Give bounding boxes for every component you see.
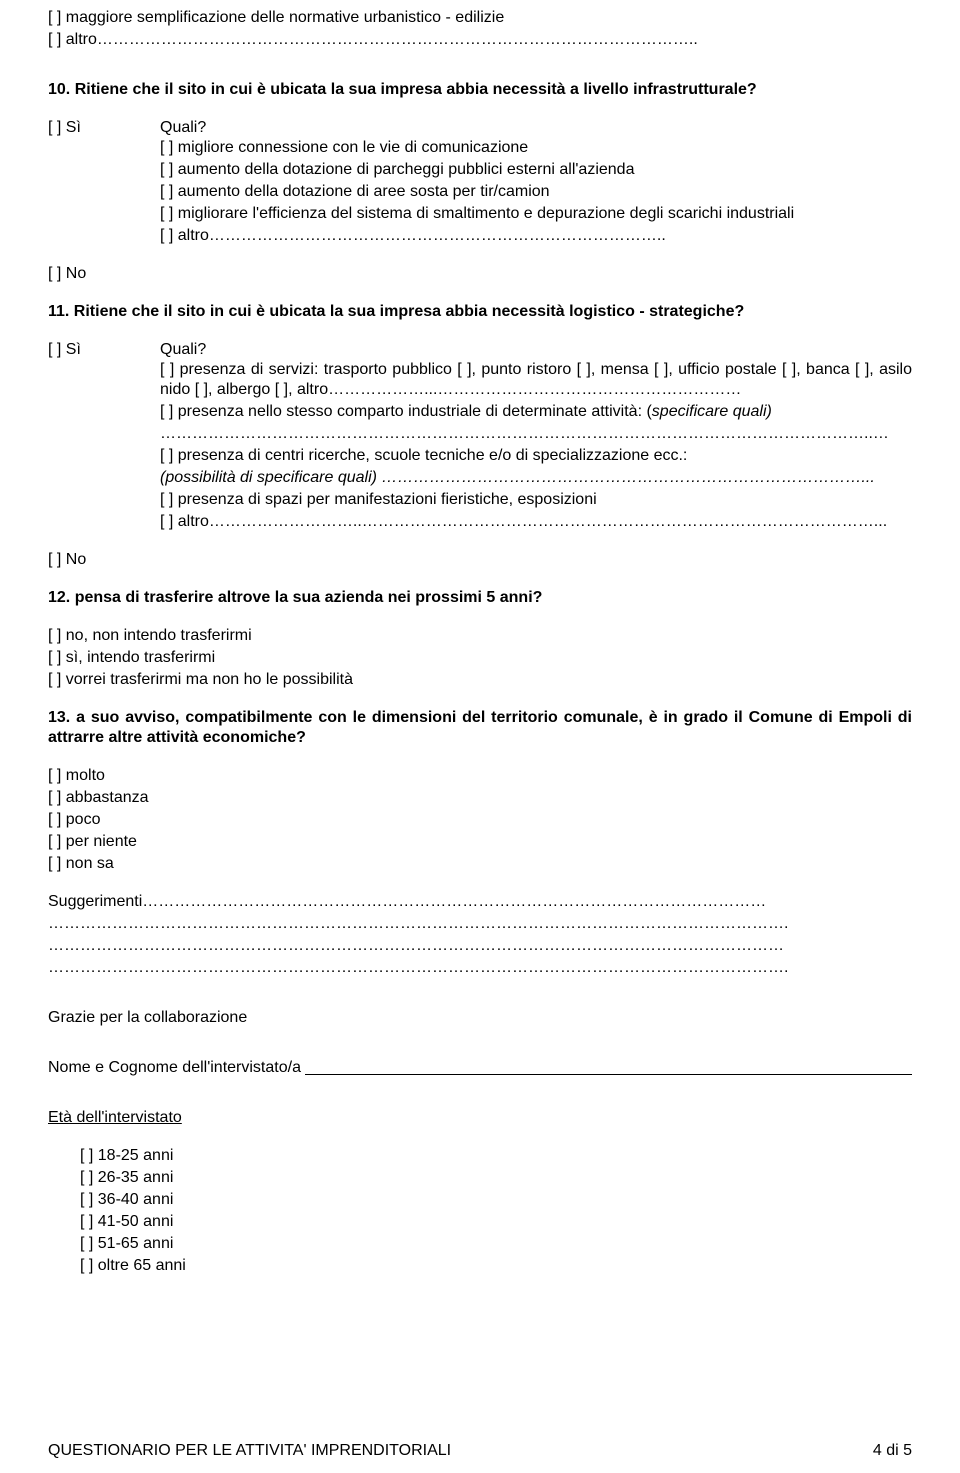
q12-opt-b[interactable]: [ ] sì, intendo trasferirmi	[48, 648, 912, 668]
q10-opt-b[interactable]: [ ] aumento della dotazione di parcheggi…	[160, 160, 912, 180]
q11-opt-c[interactable]: [ ] presenza di centri ricerche, scuole …	[160, 446, 912, 466]
name-underline	[305, 1073, 912, 1075]
intro-opt-semplificazione[interactable]: [ ] maggiore semplificazione delle norma…	[48, 8, 912, 28]
age-opt-c[interactable]: [ ] 36-40 anni	[80, 1190, 912, 1210]
q10-title: 10. Ritiene che il sito in cui è ubicata…	[48, 80, 912, 100]
age-opt-a[interactable]: [ ] 18-25 anni	[80, 1146, 912, 1166]
thanks-text: Grazie per la collaborazione	[48, 1008, 912, 1028]
q12-opt-a[interactable]: [ ] no, non intendo trasferirmi	[48, 626, 912, 646]
q11-opt-a[interactable]: [ ] presenza di servizi: trasporto pubbl…	[160, 360, 912, 400]
q12-opt-c[interactable]: [ ] vorrei trasferirmi ma non ho le poss…	[48, 670, 912, 690]
q11-quali-label: Quali?	[160, 340, 912, 360]
q10-opt-a[interactable]: [ ] migliore connessione con le vie di c…	[160, 138, 912, 158]
q10-si[interactable]: [ ] Sì	[48, 118, 160, 138]
age-opt-e[interactable]: [ ] 51-65 anni	[80, 1234, 912, 1254]
q12-title: 12. pensa di trasferire altrove la sua a…	[48, 588, 912, 608]
age-title: Età dell'intervistato	[48, 1108, 912, 1128]
name-label: Nome e Cognome dell'intervistato/a	[48, 1058, 301, 1078]
suggerimenti-line-3[interactable]: ……………………………………………………………………………………………………………	[48, 936, 912, 956]
suggerimenti-line-4[interactable]: ……………………………………………………………………………………………………………	[48, 958, 912, 978]
page: [ ] maggiore semplificazione delle norma…	[0, 0, 960, 1473]
q11-opt-c-italic: (possibilità di specificare quali) ………………	[160, 468, 912, 488]
age-opt-f[interactable]: [ ] oltre 65 anni	[80, 1256, 912, 1276]
q11-opt-b-dots: ……………………………………………………………………………………………………………	[160, 424, 912, 444]
page-footer: QUESTIONARIO PER LE ATTIVITA' IMPRENDITO…	[48, 1441, 912, 1461]
q13-title: 13. a suo avviso, compatibilmente con le…	[48, 708, 912, 748]
name-field-row[interactable]: Nome e Cognome dell'intervistato/a	[48, 1058, 912, 1078]
q11-si[interactable]: [ ] Sì	[48, 340, 160, 360]
q11-opt-b-italic: specificare quali)	[652, 403, 772, 420]
q13-opt-c[interactable]: [ ] poco	[48, 810, 912, 830]
q10-no[interactable]: [ ] No	[48, 264, 912, 284]
q11-opt-e[interactable]: [ ] altro………………………..………………………………………………………	[160, 512, 912, 532]
q10-opt-d[interactable]: [ ] migliorare l'efficienza del sistema …	[160, 204, 912, 224]
q11-title: 11. Ritiene che il sito in cui è ubicata…	[48, 302, 912, 322]
footer-left: QUESTIONARIO PER LE ATTIVITA' IMPRENDITO…	[48, 1441, 451, 1461]
q11-no[interactable]: [ ] No	[48, 550, 912, 570]
q10-opt-e[interactable]: [ ] altro…………………………………………………………………………..	[160, 226, 912, 246]
suggerimenti-line-1[interactable]: Suggerimenti……………………………………………………………………………	[48, 892, 912, 912]
q13-opt-a[interactable]: [ ] molto	[48, 766, 912, 786]
intro-opt-altro[interactable]: [ ] altro……………………………………………………………………………………	[48, 30, 912, 50]
q10-opt-c[interactable]: [ ] aumento della dotazione di aree sost…	[160, 182, 912, 202]
q11-opt-b-row[interactable]: [ ] presenza nello stesso comparto indus…	[160, 402, 912, 422]
q11-opt-b-text: [ ] presenza nello stesso comparto indus…	[160, 403, 652, 420]
q13-opt-b[interactable]: [ ] abbastanza	[48, 788, 912, 808]
suggerimenti-line-2[interactable]: ……………………………………………………………………………………………………………	[48, 914, 912, 934]
q10-quali-label: Quali?	[160, 118, 912, 138]
age-opt-d[interactable]: [ ] 41-50 anni	[80, 1212, 912, 1232]
q13-opt-e[interactable]: [ ] non sa	[48, 854, 912, 874]
age-opt-b[interactable]: [ ] 26-35 anni	[80, 1168, 912, 1188]
footer-right: 4 di 5	[873, 1441, 912, 1461]
q13-opt-d[interactable]: [ ] per niente	[48, 832, 912, 852]
q11-opt-d[interactable]: [ ] presenza di spazi per manifestazioni…	[160, 490, 912, 510]
